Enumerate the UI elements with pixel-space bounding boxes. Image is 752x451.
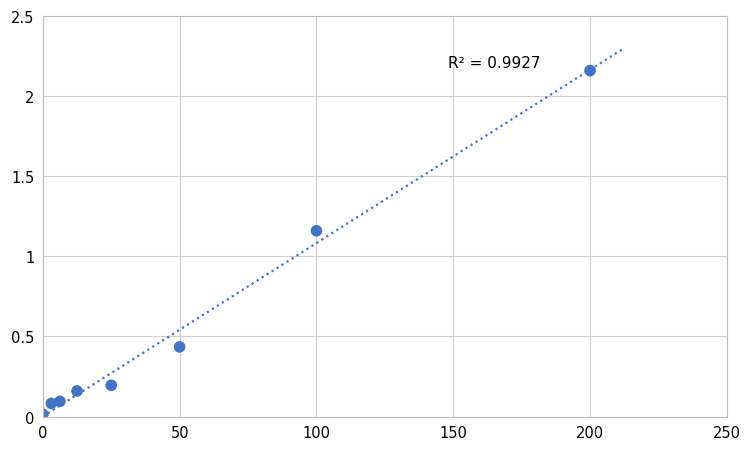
Point xyxy=(54,398,66,405)
Point xyxy=(311,228,323,235)
Text: R² = 0.9927: R² = 0.9927 xyxy=(447,56,540,71)
Point xyxy=(45,400,57,407)
Point xyxy=(174,344,186,351)
Point xyxy=(584,68,596,75)
Point xyxy=(37,411,49,418)
Point xyxy=(105,382,117,389)
Point xyxy=(71,387,83,395)
